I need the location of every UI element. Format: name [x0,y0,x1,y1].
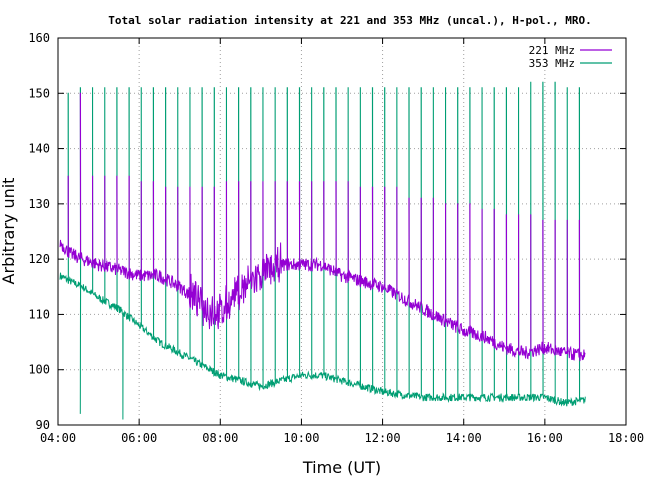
y-axis: 90 100 110 120 130 140 150 160 [28,31,626,432]
chart-title: Total solar radiation intensity at 221 a… [108,14,591,27]
x-axis: 04:00 06:00 08:00 10:00 12:00 14:00 16:00 18:00 [40,38,644,445]
series-line-353-mhz [59,81,586,420]
x-axis-label: Time (UT) [302,458,381,477]
x-tick-label: 18:00 [608,431,644,445]
plot-frame [57,37,627,426]
x-tick-label: 12:00 [365,431,401,445]
x-tick-label: 08:00 [202,431,238,445]
y-tick-label: 100 [28,363,50,377]
y-tick-label: 150 [28,86,50,100]
y-tick-label: 90 [36,418,50,432]
x-tick-label: 14:00 [446,431,482,445]
y-tick-label: 160 [28,31,50,45]
grid [58,38,626,425]
y-tick-label: 110 [28,307,50,321]
legend-label: 221 MHz [529,44,575,57]
legend-label: 353 MHz [529,57,575,70]
x-tick-label: 10:00 [283,431,319,445]
y-tick-label: 130 [28,197,50,211]
series-group [59,81,586,420]
x-tick-label: 06:00 [121,431,157,445]
y-tick-label: 140 [28,142,50,156]
y-tick-label: 120 [28,252,50,266]
x-tick-label: 04:00 [40,431,76,445]
series-line-221-mhz [59,92,586,362]
y-axis-label: Arbitrary unit [0,178,18,285]
x-tick-label: 16:00 [527,431,563,445]
